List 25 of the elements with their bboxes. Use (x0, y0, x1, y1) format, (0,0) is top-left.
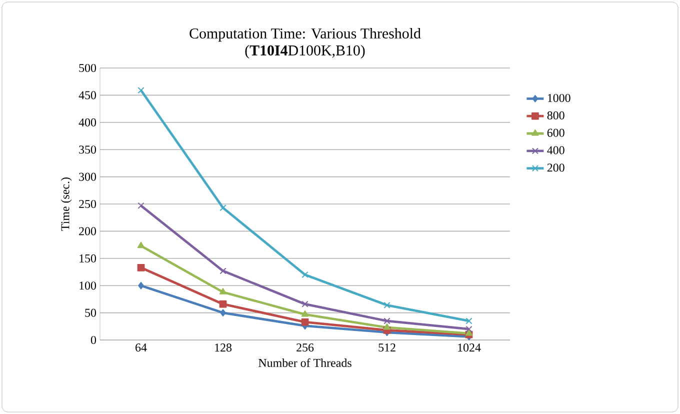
x-tick-label: 128 (215, 344, 232, 352)
chart-subtitle: (T10I4D100K,B10) (245, 44, 365, 59)
x-tick-label: 512 (378, 344, 396, 352)
y-tick-label: 400 (78, 118, 96, 126)
y-tick-label: 300 (79, 172, 96, 181)
x-tick-label: 256 (296, 344, 314, 352)
y-tick-label: 150 (80, 254, 96, 262)
y-tick-label: 500 (79, 64, 96, 72)
y-axis-title: Time (sec.) (60, 178, 72, 231)
y-tick-label: 0 (90, 336, 96, 344)
y-tick-label: 250 (79, 200, 96, 208)
x-tick-label: 1024 (458, 344, 481, 352)
y-tick-label: 50 (85, 308, 96, 317)
legend-label: 800 (547, 111, 564, 120)
legend-label: 200 (547, 164, 564, 172)
legend-label: 400 (547, 146, 564, 154)
chart-title: Computation Time: Various Threshold (190, 28, 421, 42)
x-axis-title: Number of Threads (258, 358, 352, 367)
y-tick-label: 200 (79, 227, 96, 236)
y-tick-label: 100 (80, 282, 96, 290)
x-tick-label: 64 (136, 344, 147, 352)
y-tick-label: 350 (79, 146, 96, 154)
legend-label: 1000 (548, 94, 570, 102)
y-tick-label: 450 (78, 91, 96, 100)
legend-label: 600 (547, 128, 564, 137)
